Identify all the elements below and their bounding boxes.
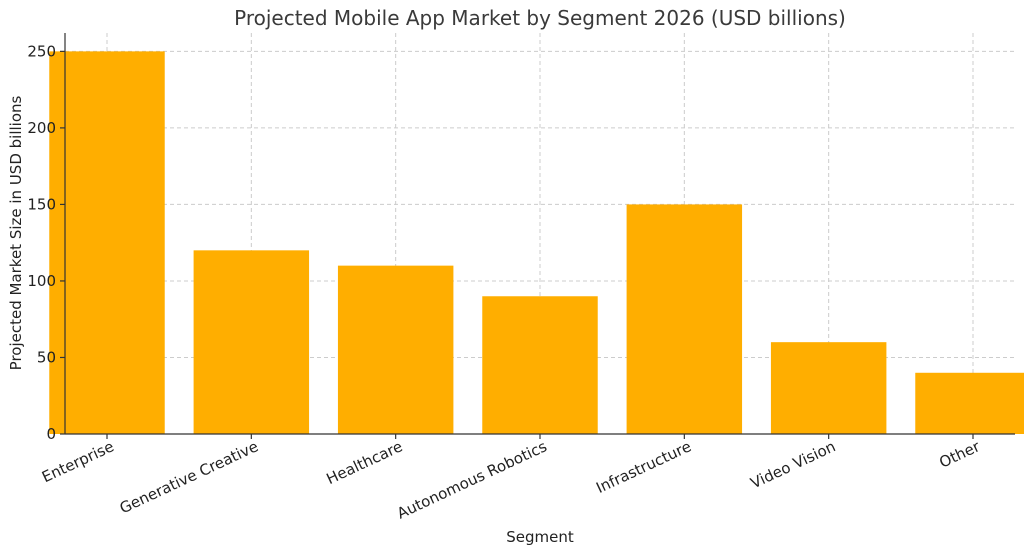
x-tick-label: Autonomous Robotics — [394, 437, 550, 522]
x-axis-label: Segment — [506, 528, 574, 546]
y-tick-label: 50 — [37, 348, 56, 366]
x-tick-label: Generative Creative — [117, 437, 261, 517]
y-tick-label: 0 — [46, 425, 56, 443]
y-tick-label: 100 — [27, 272, 56, 290]
y-tick-label: 250 — [27, 42, 56, 60]
x-tick-label: Healthcare — [324, 437, 406, 488]
bar-autonomous-robotics — [482, 296, 598, 434]
bar-infrastructure — [626, 204, 743, 434]
chart-title: Projected Mobile App Market by Segment 2… — [234, 6, 846, 30]
y-tick-label: 200 — [27, 119, 56, 137]
x-tick-label: Video Vision — [748, 437, 839, 492]
bar-generative-creative — [193, 250, 310, 434]
bars — [49, 51, 1024, 434]
bar-enterprise — [49, 51, 165, 434]
x-axis-ticks: Enterprise Generative Creative HealthcareA… — [39, 434, 983, 523]
y-axis-ticks: 0 50 100 150 200 250 — [27, 42, 65, 443]
bar-video-vision — [770, 342, 887, 434]
y-tick-label: 150 — [27, 195, 56, 213]
bar-other — [915, 372, 1024, 434]
y-axis-label: Projected Market Size in USD billions — [7, 95, 25, 370]
x-tick-label: Other — [936, 437, 983, 472]
bar-healthcare — [337, 265, 454, 434]
x-tick-label: Infrastructure — [593, 437, 694, 497]
x-tick-label: Enterprise — [39, 437, 117, 486]
